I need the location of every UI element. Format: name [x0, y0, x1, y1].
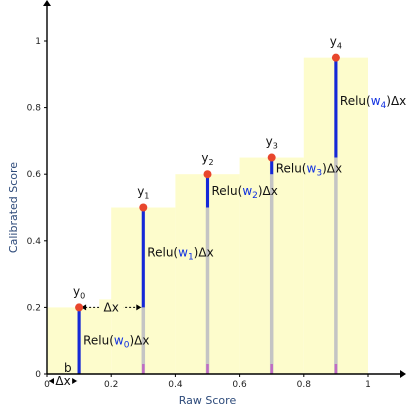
dx-arrowhead-upper-right: [136, 304, 142, 311]
x-tick-label-3: 0.6: [232, 380, 247, 390]
dx-label-bg-lower: [54, 375, 73, 386]
data-point-3: [267, 153, 276, 162]
b-label: b: [64, 361, 72, 375]
y-tick-label-4: 0.8: [27, 104, 42, 114]
data-point-2: [203, 170, 212, 179]
dx-arrowhead-lower-right: [72, 378, 78, 384]
x-tick-label-1: 0.2: [104, 380, 118, 390]
point-label-3: y3: [266, 135, 278, 151]
relu-label-1: Relu(w1)Δx: [147, 245, 213, 262]
y-tick-label-2: 0.4: [27, 237, 42, 247]
annotations: y0 y1 y2 y3 y4 Relu(w0)Δx Relu(w1)Δx Relu(w2)Δx…: [49, 35, 406, 388]
relu-label-3: Relu(w3)Δx: [276, 162, 342, 179]
data-point-1: [139, 203, 148, 212]
y-axis-arrow: [43, 0, 51, 6]
dx-label-lower: Δx: [55, 374, 70, 388]
data-point-4: [331, 53, 340, 62]
x-tick-label-0: 0: [44, 380, 50, 390]
y-tick-label-3: 0.6: [27, 170, 42, 180]
y-axis-label: Calibrated Score: [7, 162, 20, 253]
data-point-0: [75, 303, 84, 312]
dx-arrowhead-lower-left: [49, 378, 54, 384]
relu-label-2: Relu(w2)Δx: [212, 184, 278, 201]
relu-label-4: Relu(w4)Δx: [340, 94, 406, 111]
y-tick-label-1: 0.2: [27, 303, 41, 313]
y-tick-label-0: 0: [35, 370, 41, 380]
dx-label-upper: Δx: [104, 300, 119, 314]
axes: [43, 0, 406, 378]
relu-label-0: Relu(w0)Δx: [83, 334, 149, 351]
dx-label-bg-upper: [99, 299, 124, 314]
y-tick-label-5: 1: [35, 37, 41, 47]
dx-arrowhead-upper-left: [81, 304, 87, 311]
point-label-0: y0: [73, 284, 85, 300]
x-axis-label: Raw Score: [179, 394, 237, 407]
points: [75, 53, 340, 312]
point-label-4: y4: [330, 35, 342, 51]
axis-ticks: 0 0.2 0.4 0.6 0.8 1 0 0.2 0.4 0.6 0.8 1: [27, 37, 371, 390]
x-axis-arrow: [400, 370, 406, 378]
point-label-1: y1: [137, 185, 149, 201]
x-tick-label-4: 0.8: [297, 380, 312, 390]
point-label-2: y2: [201, 151, 213, 167]
x-tick-label-5: 1: [365, 380, 371, 390]
x-tick-label-2: 0.4: [168, 380, 183, 390]
